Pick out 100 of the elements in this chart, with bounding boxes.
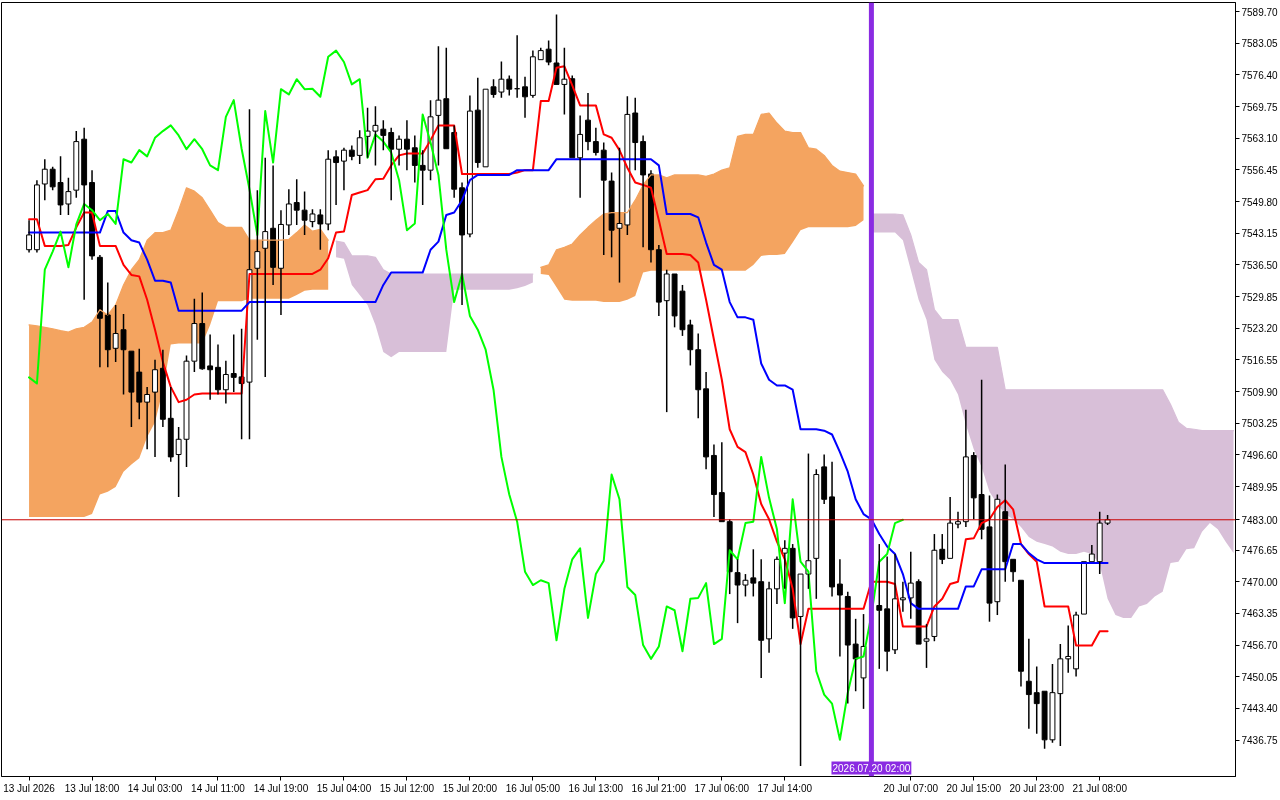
candlestick bbox=[955, 510, 961, 530]
candlestick bbox=[333, 149, 340, 206]
candlestick bbox=[396, 134, 402, 167]
line-series bbox=[28, 49, 904, 741]
candlestick bbox=[26, 219, 32, 254]
candlestick bbox=[585, 92, 591, 151]
candlestick bbox=[474, 77, 481, 169]
y-tick-label: 7463.35 bbox=[1241, 608, 1279, 620]
y-tick-label: 7483.00 bbox=[1241, 514, 1279, 526]
candlestick bbox=[711, 443, 717, 518]
candlestick bbox=[773, 555, 780, 605]
candlestick bbox=[1010, 558, 1017, 583]
candlestick bbox=[1088, 544, 1095, 563]
candlestick bbox=[829, 460, 835, 598]
candlestick bbox=[899, 580, 906, 613]
x-tick-label: 14 Jul 11:00 bbox=[191, 782, 246, 794]
candlestick bbox=[632, 97, 639, 171]
candlestick bbox=[766, 580, 772, 654]
candlestick bbox=[758, 558, 765, 679]
candlestick bbox=[199, 291, 206, 370]
y-tick-label: 7529.85 bbox=[1241, 291, 1279, 303]
x-tick-label: 21 Jul 08:00 bbox=[1072, 782, 1128, 794]
candlestick bbox=[403, 119, 410, 171]
candlestick bbox=[781, 539, 788, 590]
x-tick-label: 13 Jul 18:00 bbox=[64, 782, 120, 794]
y-tick-label: 7503.25 bbox=[1241, 418, 1279, 430]
candlestick bbox=[104, 281, 111, 369]
candlestick bbox=[1073, 610, 1080, 678]
x-tick-label: 2026.07.20 02:00 bbox=[832, 762, 911, 774]
y-tick-label: 7583.05 bbox=[1241, 38, 1279, 50]
candlestick bbox=[907, 550, 914, 620]
candlestick bbox=[411, 134, 418, 184]
candlestick bbox=[529, 49, 536, 99]
candlestick bbox=[836, 558, 843, 658]
y-tick-label: 7450.05 bbox=[1241, 671, 1279, 683]
candlestick bbox=[821, 453, 828, 505]
candlestick bbox=[1025, 638, 1032, 730]
candlestick bbox=[1018, 579, 1024, 688]
candlestick bbox=[81, 127, 88, 301]
candlestick bbox=[640, 134, 647, 249]
y-tick-label: 7569.75 bbox=[1241, 101, 1279, 113]
candlestick bbox=[254, 189, 261, 341]
y-tick-label: 7476.65 bbox=[1241, 545, 1279, 557]
y-tick-label: 7470.00 bbox=[1241, 576, 1279, 588]
candlestick bbox=[152, 358, 158, 458]
candlestick bbox=[325, 149, 332, 231]
candlestick bbox=[159, 348, 166, 428]
x-tick-label: 15 Jul 20:00 bbox=[442, 782, 498, 794]
y-tick-label: 7549.80 bbox=[1241, 196, 1279, 208]
candlestick bbox=[222, 359, 229, 405]
x-tick-label: 20 Jul 15:00 bbox=[946, 782, 1002, 794]
y-tick-label: 7436.75 bbox=[1241, 735, 1279, 747]
candlestick bbox=[144, 386, 151, 451]
y-tick-label: 7496.60 bbox=[1241, 449, 1279, 461]
y-tick-label: 7589.70 bbox=[1241, 6, 1279, 18]
candlestick bbox=[537, 47, 544, 61]
candlestick bbox=[167, 386, 174, 463]
candlestick bbox=[876, 543, 883, 670]
candlestick bbox=[718, 441, 725, 523]
candlestick bbox=[844, 590, 851, 705]
x-tick-label: 17 Jul 14:00 bbox=[757, 782, 813, 794]
candlestick bbox=[592, 127, 599, 157]
y-tick-label: 7576.40 bbox=[1241, 69, 1279, 81]
y-tick-label: 7563.10 bbox=[1241, 133, 1279, 145]
y-tick-label: 7489.95 bbox=[1241, 481, 1279, 493]
x-tick-label: 16 Jul 13:00 bbox=[568, 782, 624, 794]
line-series bbox=[28, 158, 1109, 610]
y-tick-label: 7536.50 bbox=[1241, 259, 1279, 271]
candlestick bbox=[341, 147, 347, 191]
candlestick bbox=[648, 169, 654, 264]
candlestick bbox=[466, 94, 473, 239]
y-tick-label: 7443.40 bbox=[1241, 703, 1279, 715]
candlestick bbox=[577, 114, 584, 199]
candlestick bbox=[215, 343, 221, 396]
y-tick-label: 7516.55 bbox=[1241, 354, 1279, 366]
candlestick bbox=[388, 127, 395, 201]
candlestick bbox=[278, 209, 284, 316]
candlestick bbox=[703, 371, 710, 471]
x-tick-label: 16 Jul 05:00 bbox=[505, 782, 561, 794]
candlestick bbox=[451, 124, 458, 199]
y-tick-label: 7456.70 bbox=[1241, 640, 1279, 652]
candlestick bbox=[41, 158, 48, 201]
candlestick bbox=[128, 350, 135, 428]
x-tick-label: 15 Jul 12:00 bbox=[379, 782, 435, 794]
candlestick bbox=[695, 332, 702, 420]
x-tick-label: 16 Jul 21:00 bbox=[631, 782, 687, 794]
candlestick bbox=[459, 181, 465, 306]
candlestick bbox=[285, 188, 292, 236]
candlestick bbox=[1081, 561, 1087, 615]
candlestick bbox=[96, 254, 103, 369]
x-tick-label: 20 Jul 07:00 bbox=[883, 782, 939, 794]
x-tick-label: 20 Jul 23:00 bbox=[1009, 782, 1065, 794]
y-tick-label: 7556.45 bbox=[1241, 164, 1279, 176]
candlestick bbox=[569, 74, 576, 159]
x-tick-label: 15 Jul 04:00 bbox=[316, 782, 372, 794]
candlestick bbox=[884, 555, 891, 672]
candlestick bbox=[262, 157, 269, 378]
y-tick-label: 7543.15 bbox=[1241, 228, 1279, 240]
candlestick bbox=[655, 244, 662, 317]
candlestick bbox=[1033, 665, 1040, 735]
